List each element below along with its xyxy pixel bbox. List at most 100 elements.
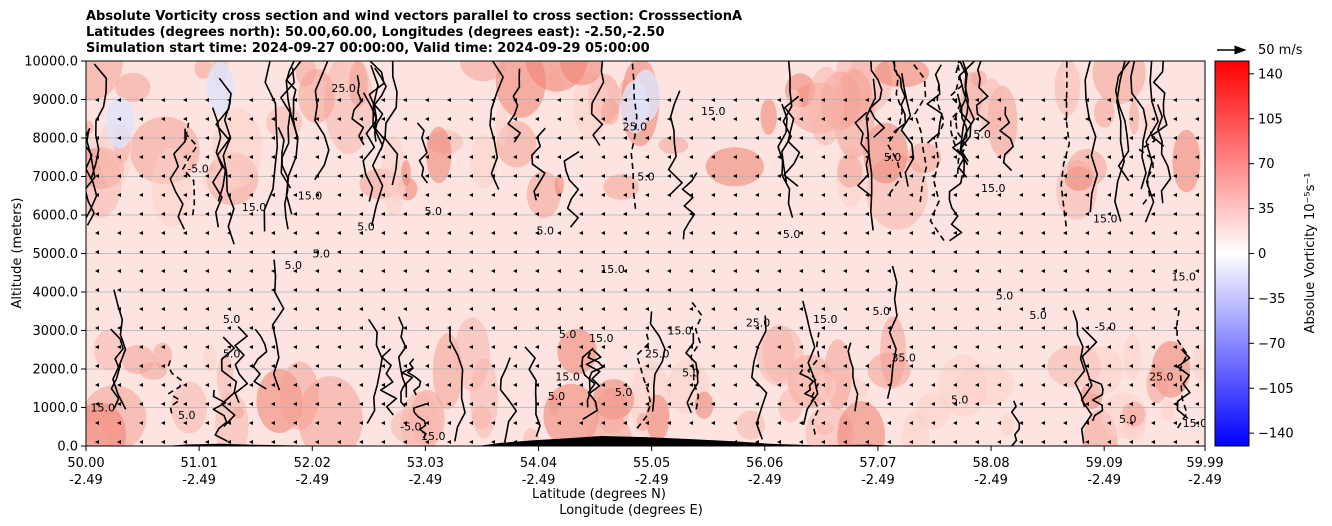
contour-line xyxy=(952,97,968,178)
wind-vector xyxy=(953,117,957,121)
wind-vector xyxy=(1173,345,1177,349)
wind-vector xyxy=(711,98,715,102)
wind-vector xyxy=(1041,288,1045,292)
wind-vector xyxy=(755,231,759,235)
x-tick-label-lon: -2.49 xyxy=(1188,473,1222,488)
wind-vector xyxy=(843,269,847,273)
wind-vector xyxy=(821,288,825,292)
wind-vector xyxy=(1151,212,1155,216)
wind-vector xyxy=(161,117,165,121)
wind-vector xyxy=(469,193,473,197)
wind-vector xyxy=(777,231,781,235)
wind-vector xyxy=(777,307,781,311)
wind-vector xyxy=(931,345,935,349)
wind-vector xyxy=(425,98,429,102)
vorticity-patch xyxy=(115,72,151,103)
wind-vector xyxy=(381,307,385,311)
wind-vector xyxy=(557,231,561,235)
contour-label: 5.0 xyxy=(873,305,891,318)
wind-vector xyxy=(491,440,495,444)
wind-vector xyxy=(227,98,231,102)
vorticity-patch xyxy=(280,361,320,430)
wind-vector xyxy=(843,421,847,425)
wind-vector xyxy=(1129,364,1133,368)
wind-vector xyxy=(293,345,297,349)
contour-label: 15.0 xyxy=(813,313,838,326)
contour-label: 5.0 xyxy=(1119,413,1137,426)
wind-vector xyxy=(601,345,605,349)
wind-vector xyxy=(645,364,649,368)
wind-vector xyxy=(1173,364,1177,368)
wind-vector xyxy=(139,250,143,254)
wind-vector xyxy=(337,250,341,254)
wind-vector xyxy=(95,326,99,330)
wind-vector xyxy=(1195,383,1199,387)
wind-vector xyxy=(689,193,693,197)
wind-vector xyxy=(1019,288,1023,292)
colorbar-ticks: 140 105 70 35 0 −35 −70 −105 −140 xyxy=(1249,67,1294,442)
wind-vector xyxy=(469,326,473,330)
wind-vector xyxy=(1107,326,1111,330)
wind-vector xyxy=(117,326,121,330)
wind-vector xyxy=(117,440,121,444)
wind-vector xyxy=(271,307,275,311)
wind-vector xyxy=(645,383,649,387)
wind-vector xyxy=(997,155,1001,159)
wind-vector xyxy=(161,288,165,292)
wind-vector xyxy=(1107,288,1111,292)
wind-vector xyxy=(711,345,715,349)
wind-vector xyxy=(271,155,275,159)
wind-vector xyxy=(865,174,869,178)
wind-vector xyxy=(799,364,803,368)
wind-vector xyxy=(645,250,649,254)
wind-vector xyxy=(975,364,979,368)
wind-vector xyxy=(667,326,671,330)
wind-vector xyxy=(865,421,869,425)
wind-vector xyxy=(381,288,385,292)
wind-vector xyxy=(117,250,121,254)
wind-vector xyxy=(931,364,935,368)
wind-vector xyxy=(1195,269,1199,273)
wind-vector xyxy=(667,136,671,140)
contour-label: 5.0 xyxy=(783,228,801,241)
wind-vector xyxy=(403,136,407,140)
wind-vector xyxy=(315,231,319,235)
wind-vector xyxy=(645,345,649,349)
wind-vector xyxy=(381,174,385,178)
contour-label: -5.0 xyxy=(187,163,208,176)
wind-vector xyxy=(975,345,979,349)
wind-vector xyxy=(95,155,99,159)
wind-vector xyxy=(733,155,737,159)
wind-vector xyxy=(293,364,297,368)
contour-label: 25.0 xyxy=(331,82,356,95)
vorticity-patch-negative xyxy=(206,61,235,114)
wind-vector xyxy=(1019,440,1023,444)
wind-vector xyxy=(359,421,363,425)
wind-vector xyxy=(997,364,1001,368)
wind-vector xyxy=(381,383,385,387)
wind-vector xyxy=(909,326,913,330)
wind-vector xyxy=(293,212,297,216)
wind-vector xyxy=(557,326,561,330)
wind-vector xyxy=(623,117,627,121)
wind-vector xyxy=(733,307,737,311)
wind-vector xyxy=(315,421,319,425)
contour-label: 5.0 xyxy=(973,128,991,141)
contour-line xyxy=(280,67,295,189)
wind-vector xyxy=(95,402,99,406)
wind-vector xyxy=(997,212,1001,216)
wind-vector xyxy=(667,421,671,425)
wind-vector xyxy=(931,155,935,159)
wind-vector xyxy=(469,136,473,140)
contour-line xyxy=(580,347,598,420)
contour-line xyxy=(1144,61,1159,223)
wind-vector xyxy=(447,345,451,349)
wind-vector xyxy=(403,421,407,425)
x-tick-label-lat: 51.01 xyxy=(181,456,218,471)
wind-vector xyxy=(381,155,385,159)
wind-vector xyxy=(777,364,781,368)
wind-vector xyxy=(161,383,165,387)
wind-vector xyxy=(1041,174,1045,178)
wind-vector xyxy=(755,250,759,254)
